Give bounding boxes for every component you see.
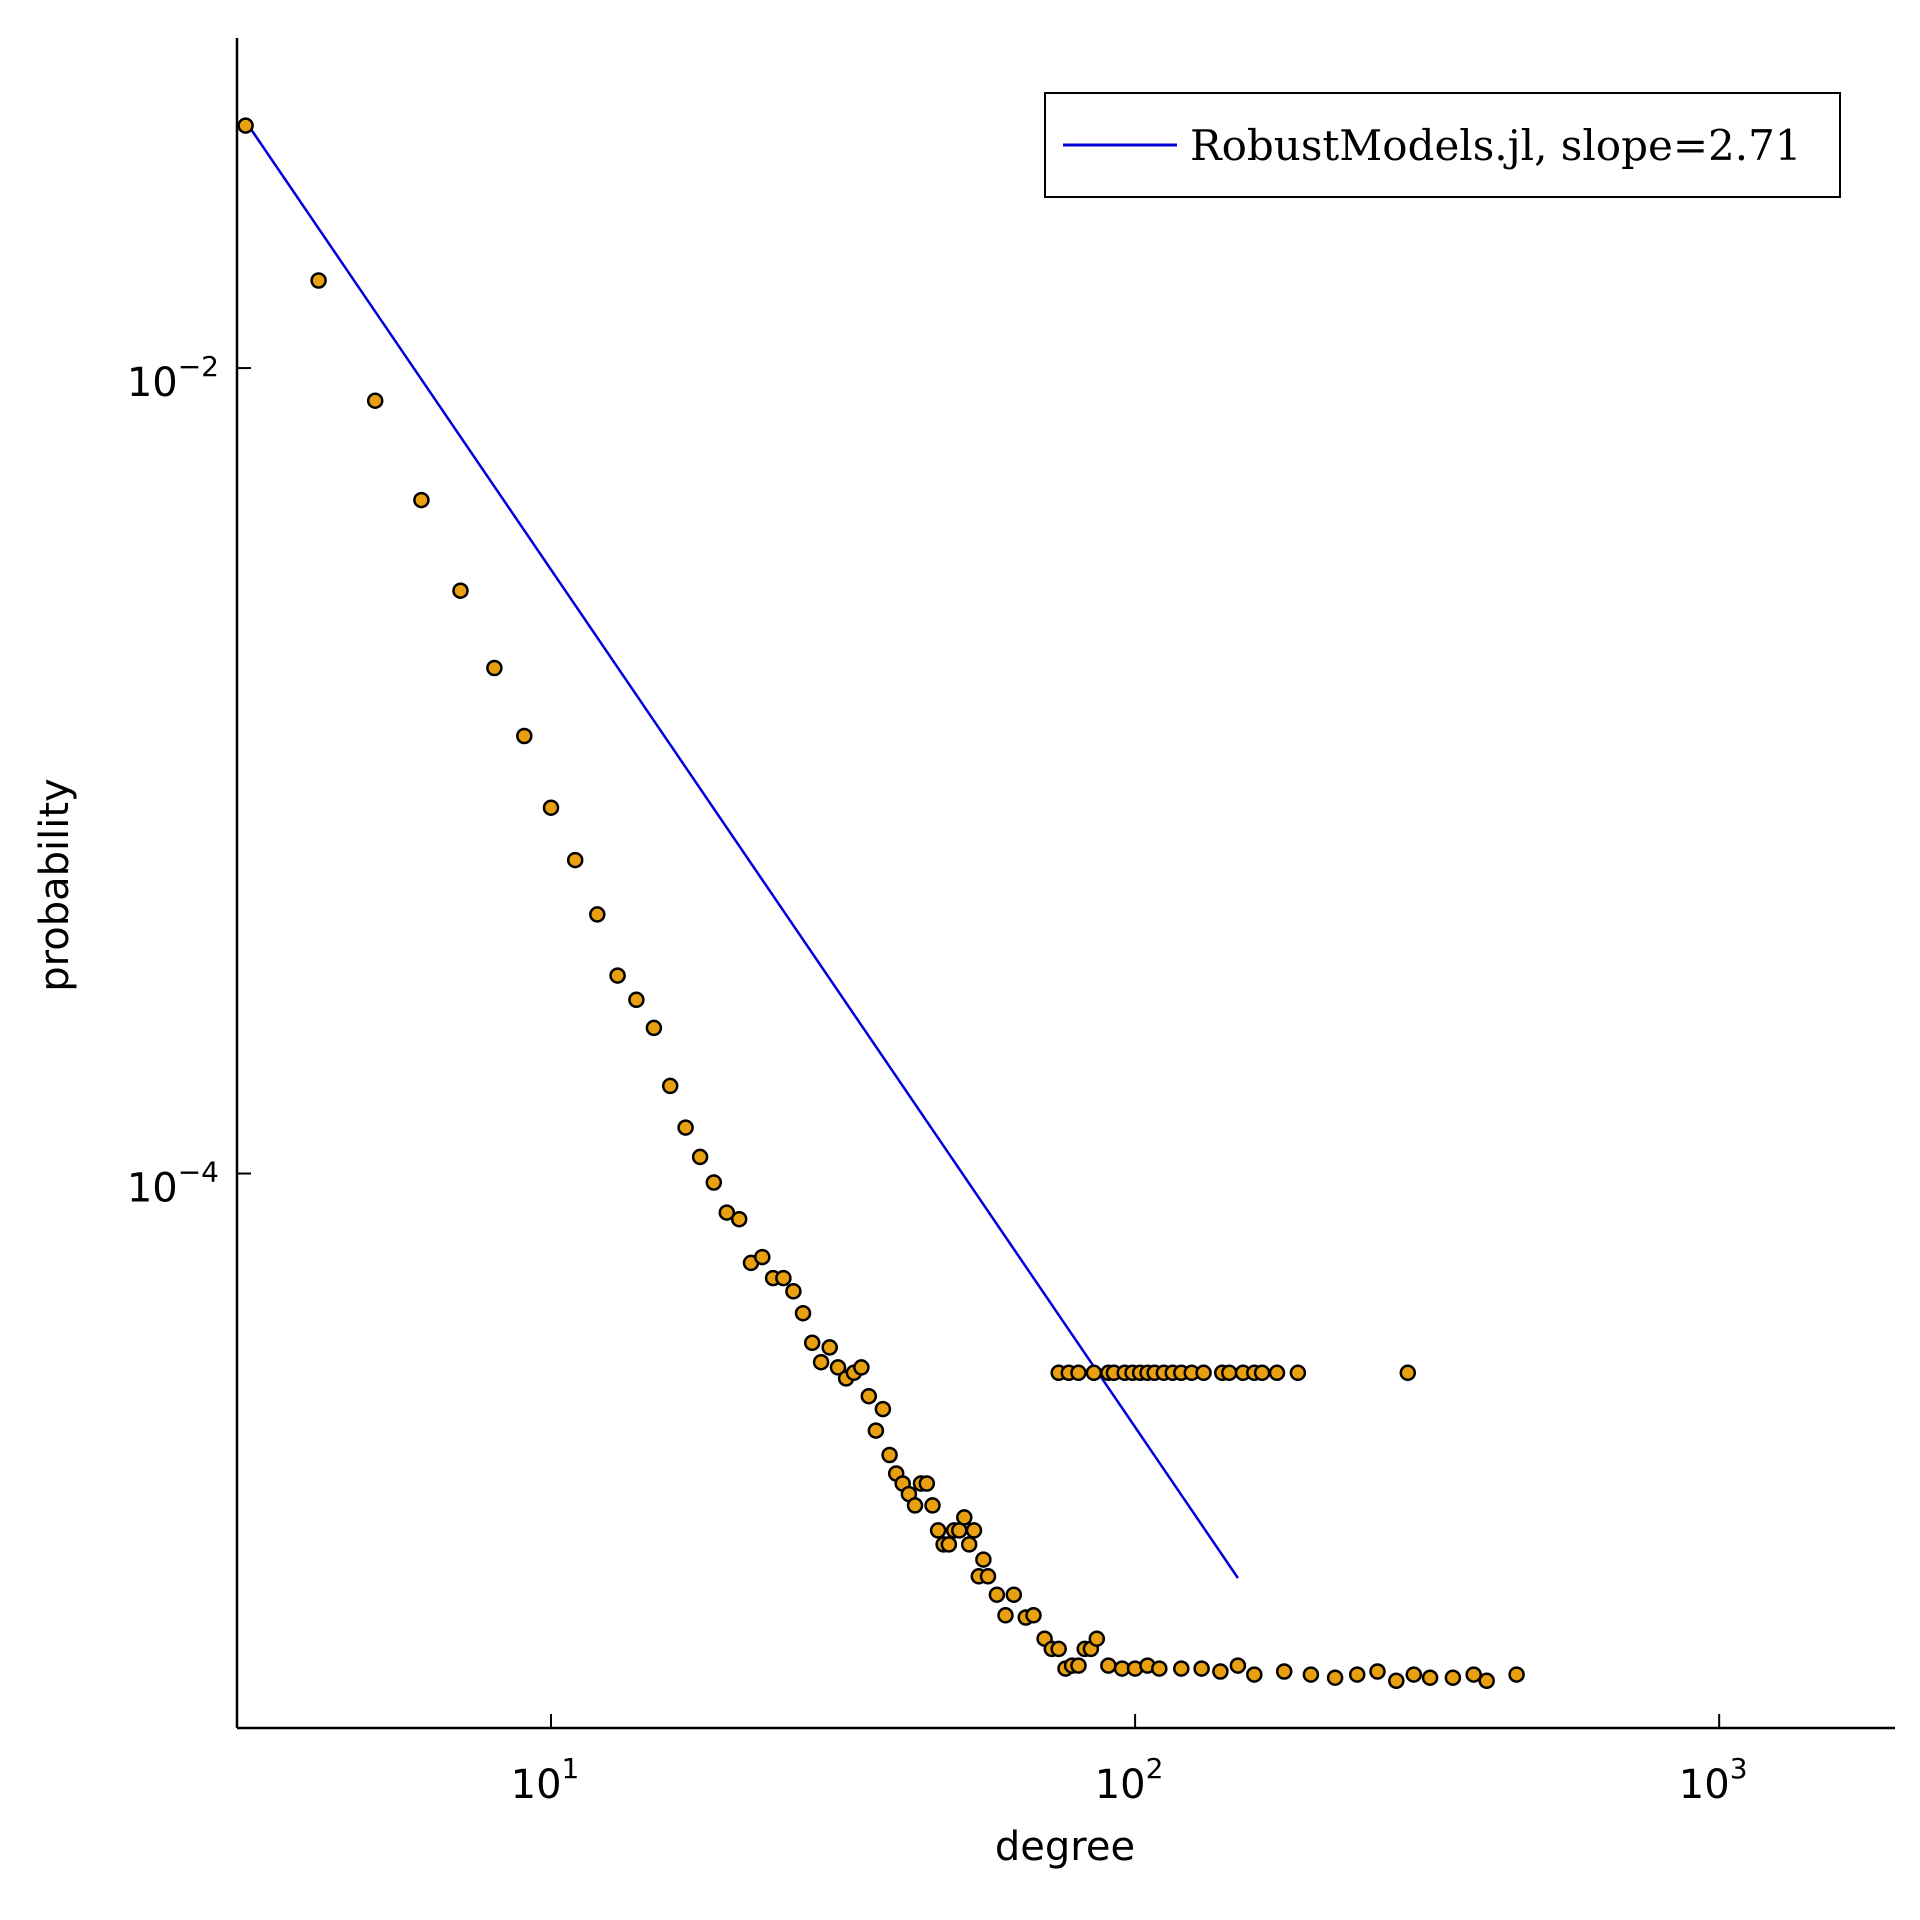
y-tick-label: 10−2 — [127, 350, 219, 406]
data-point — [677, 1119, 694, 1136]
data-point — [1025, 1607, 1042, 1624]
data-point — [988, 1586, 1006, 1603]
y-axis-label: probability — [32, 778, 78, 991]
data-point — [1326, 1669, 1344, 1686]
data-point — [1302, 1666, 1320, 1683]
fit-line — [244, 120, 1239, 1579]
data-point — [1229, 1657, 1247, 1674]
data-point — [452, 582, 469, 599]
data-point — [1405, 1666, 1423, 1683]
data-point — [918, 1475, 936, 1492]
data-point — [1508, 1666, 1525, 1683]
data-point — [661, 1077, 679, 1095]
data-point — [975, 1551, 992, 1568]
data-point — [924, 1497, 941, 1514]
data-points-group — [237, 117, 1525, 1690]
data-point — [1388, 1672, 1405, 1690]
x-tick-label: 103 — [1679, 1752, 1748, 1808]
x-axis-label: degree — [995, 1824, 1135, 1870]
legend: RobustModels.jl, slope=2.71 — [1044, 92, 1841, 198]
data-point — [1151, 1660, 1168, 1677]
data-point — [812, 1353, 830, 1371]
data-point — [516, 727, 533, 745]
data-point — [881, 1446, 898, 1464]
data-point — [1253, 1364, 1271, 1382]
data-point — [691, 1148, 709, 1166]
data-point — [997, 1607, 1014, 1624]
data-point — [1212, 1663, 1229, 1680]
data-point — [821, 1339, 838, 1356]
x-tick-label: 101 — [511, 1752, 580, 1808]
fit-line-group — [244, 120, 1239, 1579]
data-point — [874, 1400, 892, 1418]
legend-box — [1044, 92, 1841, 198]
data-point — [1369, 1663, 1386, 1680]
data-point — [1465, 1666, 1482, 1683]
y-tick-label: 10−4 — [127, 1156, 219, 1212]
data-point — [1444, 1669, 1462, 1686]
data-point — [794, 1304, 812, 1322]
data-point — [589, 906, 606, 923]
data-point — [867, 1422, 885, 1439]
data-point — [929, 1522, 947, 1539]
data-point — [730, 1210, 748, 1228]
data-point — [956, 1509, 973, 1526]
data-point — [1070, 1364, 1087, 1382]
data-point — [1399, 1364, 1417, 1382]
data-point — [785, 1283, 802, 1300]
data-point — [1193, 1660, 1210, 1677]
data-point — [860, 1387, 878, 1405]
data-point — [1478, 1672, 1495, 1690]
data-point — [1050, 1640, 1067, 1658]
data-point — [1289, 1364, 1307, 1382]
data-point — [628, 991, 645, 1009]
legend-entry-label: RobustModels.jl, slope=2.71 — [1190, 121, 1802, 170]
data-point — [310, 272, 327, 289]
data-point — [645, 1019, 663, 1037]
data-point — [1421, 1669, 1439, 1686]
data-point — [1246, 1666, 1263, 1683]
data-point — [609, 967, 626, 984]
data-point — [1348, 1666, 1366, 1683]
data-point — [705, 1174, 723, 1191]
data-point — [1221, 1364, 1238, 1382]
data-point — [829, 1359, 847, 1376]
data-point — [542, 799, 560, 816]
data-point — [965, 1522, 983, 1539]
data-point — [566, 851, 584, 869]
data-point — [486, 659, 503, 677]
data-point — [1100, 1657, 1117, 1674]
data-point — [775, 1269, 792, 1287]
data-point — [1195, 1364, 1212, 1382]
data-point — [237, 117, 254, 134]
data-point — [1088, 1630, 1106, 1647]
data-point — [906, 1497, 924, 1514]
data-point — [754, 1248, 771, 1266]
data-point — [1268, 1364, 1286, 1382]
data-point — [1085, 1364, 1103, 1382]
data-point — [960, 1536, 978, 1553]
data-point — [366, 392, 384, 409]
data-point — [853, 1359, 870, 1376]
data-point — [413, 491, 430, 509]
data-point — [718, 1204, 736, 1221]
x-tick-label: 102 — [1095, 1752, 1164, 1808]
axes-group: 101 102 103 10−2 10−4 — [127, 38, 1895, 1808]
data-point — [1173, 1660, 1190, 1677]
data-point — [940, 1536, 958, 1553]
data-point — [803, 1334, 821, 1352]
data-point — [979, 1568, 997, 1585]
data-point — [1275, 1663, 1293, 1680]
data-point — [1070, 1657, 1087, 1674]
data-point — [1005, 1586, 1023, 1603]
